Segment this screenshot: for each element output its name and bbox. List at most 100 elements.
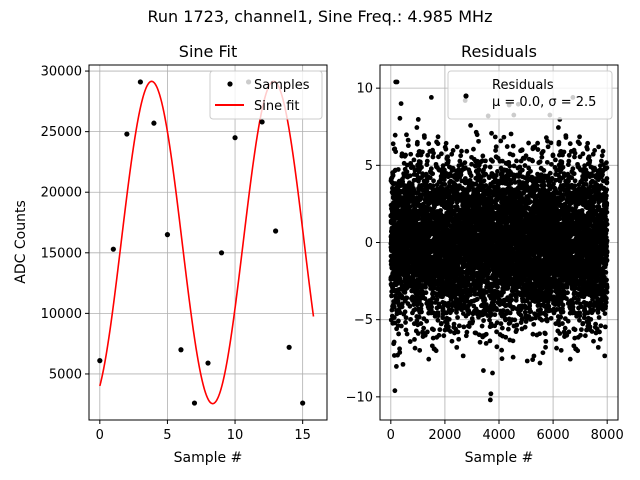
sample-point — [97, 358, 103, 364]
residual-point — [501, 134, 507, 140]
sine-fit-xtick-label: 0 — [96, 428, 104, 443]
residual-point — [403, 320, 408, 325]
residual-point — [414, 318, 420, 324]
residual-point — [509, 297, 515, 303]
residual-point — [461, 324, 467, 330]
residual-point — [431, 150, 436, 156]
residual-point — [489, 130, 494, 136]
residual-point — [499, 325, 505, 331]
residual-point — [397, 310, 403, 316]
residual-point — [441, 333, 447, 339]
residual-point — [493, 173, 499, 178]
residual-point — [454, 344, 460, 350]
residual-point — [404, 169, 410, 175]
residual-point — [402, 289, 408, 295]
residual-point — [514, 327, 520, 333]
residual-point — [476, 138, 481, 144]
residual-point — [391, 339, 397, 345]
residual-point — [430, 295, 436, 301]
legend-samples-label: Samples — [254, 78, 310, 93]
sine-fit-ylabel: ADC Counts — [13, 200, 29, 283]
residual-point — [431, 327, 436, 333]
sample-point — [151, 120, 157, 126]
residual-point — [393, 364, 399, 369]
residual-point — [486, 175, 492, 181]
residual-point — [455, 329, 461, 335]
residual-point — [433, 348, 439, 354]
sine-fit-ytick-label: 30000 — [41, 65, 82, 80]
residual-point — [508, 131, 514, 137]
residual-point — [446, 324, 451, 330]
residual-point — [428, 166, 434, 172]
residual-point — [459, 148, 464, 154]
residual-point — [474, 296, 480, 302]
sine-fit-xtick-label: 10 — [227, 428, 244, 443]
residual-point — [470, 319, 476, 324]
residual-point — [395, 167, 401, 172]
residual-point — [503, 334, 509, 340]
residual-point — [430, 171, 436, 177]
residual-point — [451, 321, 457, 327]
residual-point — [510, 354, 516, 360]
residual-point — [483, 158, 488, 164]
residual-point — [445, 158, 451, 164]
residual-point — [508, 180, 514, 186]
residual-point — [428, 95, 434, 100]
residual-point — [437, 304, 443, 310]
residual-point — [396, 318, 401, 324]
residual-point — [498, 321, 504, 327]
residual-point — [397, 346, 402, 352]
residual-point — [494, 344, 500, 350]
residual-point — [390, 173, 396, 178]
residual-point — [418, 321, 424, 326]
residual-point — [430, 154, 436, 160]
residual-point — [417, 159, 423, 165]
residual-point — [481, 368, 486, 373]
residual-point — [514, 322, 520, 328]
figure-suptitle: Run 1723, channel1, Sine Freq.: 4.985 MH… — [148, 7, 493, 26]
residual-point — [434, 297, 440, 303]
sample-point — [259, 119, 265, 125]
residual-point — [424, 162, 430, 168]
sample-point — [286, 344, 292, 350]
sample-point — [124, 131, 130, 137]
residual-point — [487, 164, 493, 170]
residual-point — [490, 370, 495, 376]
sine-fit-axes-frame — [88, 64, 328, 421]
sine-fit-ytick-label: 5000 — [49, 367, 82, 382]
residual-point — [421, 325, 427, 331]
residual-point — [426, 356, 432, 362]
sine-fit-ytick-label: 15000 — [41, 246, 82, 261]
residual-point — [399, 295, 405, 301]
residual-point — [405, 137, 411, 143]
residual-point — [424, 178, 430, 184]
residual-point — [464, 329, 470, 335]
sample-point — [178, 347, 184, 353]
residual-point — [436, 332, 442, 338]
residual-point — [407, 173, 413, 179]
residual-point — [446, 316, 452, 322]
residual-point — [398, 323, 404, 329]
residual-point — [468, 173, 474, 179]
residual-point — [400, 361, 406, 367]
residual-point — [449, 338, 455, 344]
residual-point — [435, 317, 441, 323]
residual-point — [430, 183, 436, 189]
residual-point — [456, 336, 462, 342]
residual-point — [504, 144, 510, 149]
residual-point — [435, 134, 441, 140]
residual-point — [412, 336, 417, 342]
sample-point — [218, 250, 225, 256]
residuals-title: Residuals — [461, 42, 537, 61]
residual-point — [462, 160, 468, 166]
residual-point — [507, 310, 513, 316]
legend-sine-fit-label: Sine fit — [254, 99, 300, 114]
sample-point — [232, 135, 238, 141]
residual-point — [439, 151, 444, 157]
residual-point — [407, 303, 413, 309]
residual-point — [397, 115, 403, 121]
residual-point — [513, 295, 519, 300]
residual-point — [456, 323, 462, 329]
residual-point — [425, 152, 431, 158]
